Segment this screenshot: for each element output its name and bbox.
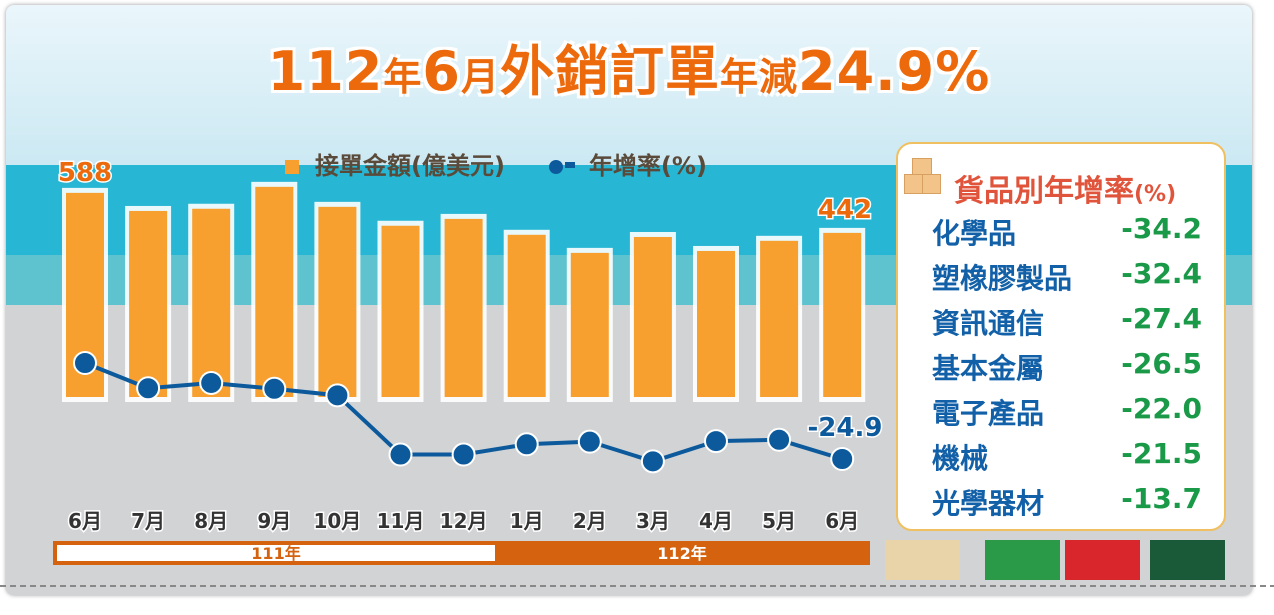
yoy-point: [514, 432, 539, 457]
category-value: -26.5: [1121, 347, 1202, 380]
train-car-icon: [1150, 540, 1225, 580]
year-label-112: 112年: [657, 544, 706, 563]
bar: [823, 232, 862, 397]
month-label: 12月: [440, 509, 488, 533]
yoy-point: [577, 429, 602, 454]
category-name: 塑橡膠製品: [932, 262, 1073, 295]
month-label: 4月: [699, 509, 733, 533]
data-label-first: 588: [58, 158, 112, 188]
month-label: 3月: [636, 509, 670, 533]
bar: [760, 240, 799, 397]
year-label-111: 111年: [251, 544, 300, 563]
category-value: -27.4: [1121, 302, 1202, 335]
month-label: 11月: [377, 509, 425, 533]
legend-line-dash: [564, 162, 575, 168]
month-label: 8月: [194, 509, 228, 533]
data-label-yoy-last: -24.9: [808, 413, 883, 443]
month-label: 2月: [573, 509, 607, 533]
category-name: 電子產品: [932, 397, 1045, 430]
bar: [570, 252, 609, 397]
train-car-icon: [1065, 540, 1140, 580]
category-growth-panel: 貨品別年增率(%) 化學品 -34.2 塑橡膠製品 -32.4 資訊通信 -27.4 基本金…: [896, 142, 1226, 531]
category-row: 資訊通信 -27.4: [932, 302, 1202, 342]
month-label: 9月: [257, 509, 291, 533]
yoy-point: [73, 351, 97, 375]
yoy-point: [325, 383, 350, 408]
month-label: 10月: [313, 509, 361, 533]
legend-line: 年增率(%): [548, 146, 707, 181]
category-row: 塑橡膠製品 -32.4: [932, 257, 1202, 297]
category-row: 基本金屬 -26.5: [932, 347, 1202, 387]
panel-title: 貨品別年增率(%): [954, 174, 1177, 209]
yoy-point: [640, 449, 665, 474]
category-row: 機械 -21.5: [932, 437, 1202, 477]
bar: [507, 234, 546, 397]
month-label: 7月: [131, 509, 165, 533]
bar: [255, 186, 294, 397]
bar: [381, 225, 420, 397]
bar: [192, 208, 231, 397]
legend-line-label: 年增率(%): [588, 152, 707, 180]
bar: [129, 210, 168, 397]
data-label-last: 442: [818, 195, 872, 225]
yoy-point: [767, 427, 792, 452]
yoy-point: [388, 442, 413, 467]
bar: [633, 236, 672, 397]
bar: [697, 250, 735, 397]
bar: [444, 218, 483, 397]
year-bar-111: [57, 545, 495, 561]
category-name: 光學器材: [932, 487, 1045, 520]
month-label: 6月: [68, 509, 102, 533]
legend-bar-swatch: [285, 160, 299, 174]
category-value: -22.0: [1121, 392, 1202, 425]
category-name: 基本金屬: [932, 352, 1045, 385]
train-car-icon: [985, 540, 1060, 580]
category-row: 化學品 -34.2: [932, 212, 1202, 252]
legend-line-marker: [548, 160, 563, 174]
category-value: -13.7: [1121, 482, 1202, 515]
category-row: 電子產品 -22.0: [932, 392, 1202, 432]
category-name: 資訊通信: [932, 307, 1045, 340]
category-value: -34.2: [1121, 212, 1202, 245]
bar: [318, 206, 357, 397]
yoy-point: [704, 429, 728, 454]
yoy-point: [830, 446, 855, 471]
yoy-point: [262, 376, 287, 401]
legend: 接單金額(億美元) 年增率(%): [285, 146, 707, 181]
yoy-point: [451, 442, 476, 467]
category-name: 化學品: [932, 217, 1017, 250]
legend-bar-label: 接單金額(億美元): [315, 152, 505, 180]
yoy-point: [199, 370, 224, 395]
month-label: 5月: [762, 509, 796, 533]
yoy-point: [136, 376, 161, 401]
category-value: -21.5: [1121, 437, 1202, 470]
category-value: -32.4: [1121, 257, 1202, 290]
legend-bar: 接單金額(億美元): [285, 146, 505, 181]
category-name: 機械: [932, 442, 989, 475]
month-label: 1月: [510, 509, 544, 533]
month-label: 6月: [825, 509, 859, 533]
category-row: 光學器材 -13.7: [932, 482, 1202, 522]
page-title: 112年6月外銷訂單年減24.9%: [267, 40, 991, 103]
train-car-icon: [885, 540, 960, 580]
